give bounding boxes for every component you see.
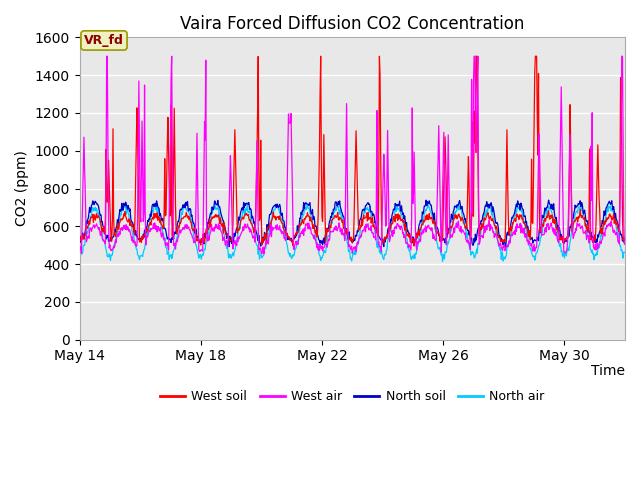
- North soil: [303, 201, 310, 207]
- West air: [95, 225, 103, 230]
- West air: [257, 251, 265, 257]
- West air: [517, 230, 525, 236]
- Line: West air: West air: [79, 56, 625, 254]
- North air: [385, 236, 393, 241]
- West soil: [385, 224, 393, 229]
- West soil: [204, 226, 212, 231]
- North air: [76, 252, 83, 258]
- West soil: [76, 237, 83, 242]
- West soil: [274, 215, 282, 220]
- West air: [103, 53, 111, 59]
- Legend: West soil, West air, North soil, North air: West soil, West air, North soil, North a…: [155, 385, 550, 408]
- North soil: [380, 244, 388, 250]
- North air: [303, 201, 311, 207]
- North air: [181, 201, 189, 206]
- North soil: [621, 237, 628, 242]
- North soil: [385, 226, 393, 232]
- North soil: [204, 219, 212, 225]
- West air: [386, 239, 394, 244]
- North soil: [76, 240, 83, 246]
- Text: Time: Time: [591, 364, 625, 378]
- Text: VR_fd: VR_fd: [84, 34, 124, 47]
- Title: Vaira Forced Diffusion CO2 Concentration: Vaira Forced Diffusion CO2 Concentration: [180, 15, 524, 33]
- West air: [275, 226, 283, 232]
- West soil: [95, 215, 103, 221]
- North air: [438, 258, 446, 264]
- North air: [621, 250, 628, 255]
- North soil: [516, 207, 524, 213]
- North air: [275, 206, 282, 212]
- West soil: [303, 214, 310, 220]
- West air: [304, 226, 312, 232]
- Line: West soil: West soil: [79, 56, 625, 246]
- North soil: [545, 197, 552, 203]
- North soil: [274, 204, 282, 209]
- West air: [204, 233, 212, 239]
- North air: [204, 232, 212, 238]
- West soil: [317, 53, 324, 59]
- West soil: [621, 239, 628, 244]
- Y-axis label: CO2 (ppm): CO2 (ppm): [15, 151, 29, 227]
- Line: North air: North air: [79, 204, 625, 261]
- West air: [621, 241, 628, 247]
- West soil: [517, 214, 525, 220]
- North soil: [95, 207, 103, 213]
- Line: North soil: North soil: [79, 200, 625, 247]
- West air: [76, 246, 83, 252]
- West soil: [410, 243, 418, 249]
- North air: [517, 207, 525, 213]
- North air: [95, 210, 103, 216]
